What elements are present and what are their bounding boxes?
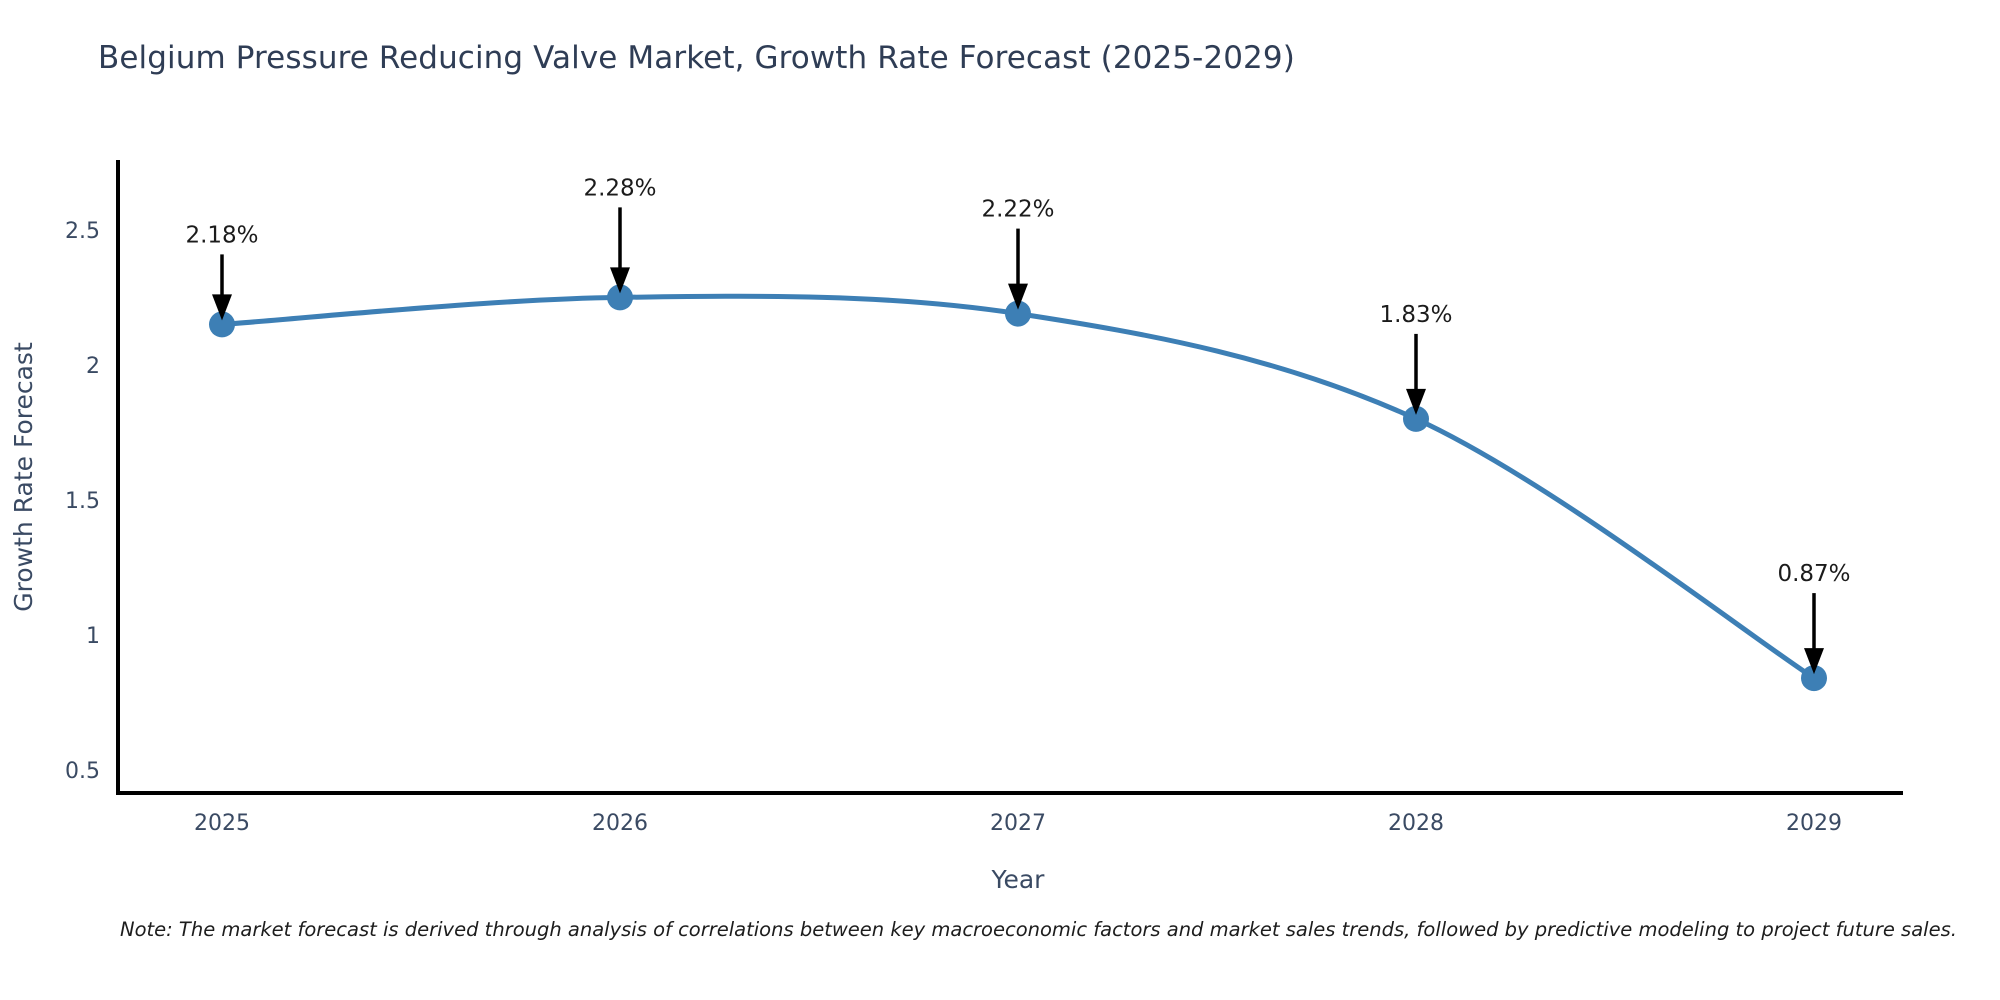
data-point-label: 2.28% bbox=[583, 175, 656, 201]
data-point-markers bbox=[209, 284, 1827, 692]
data-point-marker[interactable] bbox=[607, 284, 633, 311]
y-tick-label: 2 bbox=[86, 354, 100, 379]
x-tick-label: 2028 bbox=[1388, 811, 1444, 836]
annotation-arrow-head bbox=[1406, 388, 1426, 415]
data-point-label: 1.83% bbox=[1379, 302, 1452, 328]
data-point-labels: 2.18% 2.28% 2.22% 1.83% 0.87% bbox=[185, 175, 1850, 587]
data-point-label: 2.18% bbox=[185, 222, 258, 248]
y-tick-label: 1 bbox=[86, 624, 100, 649]
x-axis-title: Year bbox=[991, 865, 1046, 894]
y-axis-ticks: 2.5 2 1.5 1 0.5 bbox=[65, 219, 100, 784]
y-tick-label: 2.5 bbox=[65, 219, 100, 244]
y-tick-label: 1.5 bbox=[65, 489, 100, 514]
annotation-arrow-head bbox=[1804, 648, 1824, 675]
annotation-arrow-head bbox=[1008, 283, 1028, 310]
data-point-label: 2.22% bbox=[981, 197, 1054, 223]
x-tick-label: 2027 bbox=[990, 811, 1046, 836]
data-point-marker[interactable] bbox=[1801, 665, 1827, 692]
data-point-label: 0.87% bbox=[1777, 561, 1850, 587]
annotation-arrow-head bbox=[610, 267, 630, 294]
y-axis-title: Growth Rate Forecast bbox=[9, 342, 38, 612]
x-tick-label: 2026 bbox=[592, 811, 648, 836]
y-tick-label: 0.5 bbox=[65, 759, 100, 784]
forecast-line-series bbox=[219, 293, 1817, 681]
x-tick-label: 2025 bbox=[194, 811, 250, 836]
data-point-marker[interactable] bbox=[209, 311, 235, 338]
x-tick-label: 2029 bbox=[1786, 811, 1842, 836]
data-point-marker[interactable] bbox=[1005, 300, 1031, 327]
annotation-arrow-head bbox=[212, 294, 232, 321]
annotation-arrows bbox=[212, 207, 1824, 675]
footnote: Note: The market forecast is derived thr… bbox=[120, 918, 1957, 941]
data-point-marker[interactable] bbox=[1403, 405, 1429, 432]
chart-title: Belgium Pressure Reducing Valve Market, … bbox=[98, 40, 1295, 76]
x-axis-ticks: 2025 2026 2027 2028 2029 bbox=[194, 811, 1842, 836]
